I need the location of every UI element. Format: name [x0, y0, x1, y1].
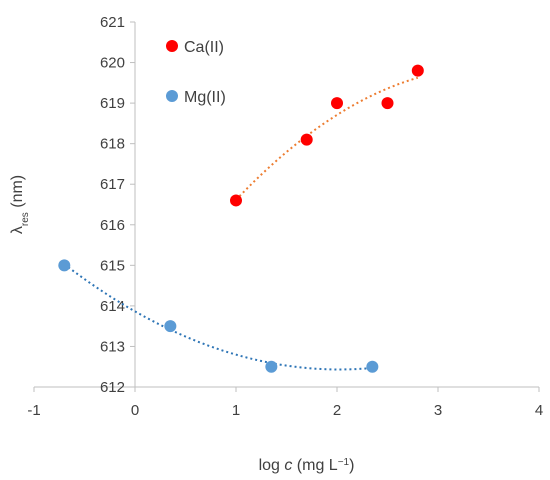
y-tick-label: 618 — [100, 136, 125, 153]
data-point-series-1 — [164, 320, 177, 333]
data-point-series-0 — [331, 97, 343, 110]
x-tick-label: 3 — [434, 402, 442, 419]
y-axis-title-units: (nm) — [9, 175, 26, 212]
data-point-series-0 — [300, 133, 313, 146]
legend-label-series-1: Mg(II) — [184, 89, 226, 106]
y-tick-label: 621 — [100, 14, 125, 31]
legend-label-series-0: Ca(II) — [184, 39, 224, 56]
data-point-series-0 — [230, 194, 242, 207]
y-tick-label: 619 — [100, 95, 125, 112]
trendline-series-1 — [63, 263, 373, 371]
x-tick-label: 4 — [535, 402, 543, 419]
y-axis-title-main: λ — [9, 226, 26, 234]
x-axis-title-prefix: log — [259, 457, 285, 474]
y-tick-label: 620 — [100, 55, 125, 72]
x-tick-label: 0 — [131, 402, 139, 419]
x-axis-title-units: (mg L — [292, 457, 337, 474]
y-tick-label: 614 — [100, 298, 125, 315]
axes: 612 613 614 615 616 617 618 619 620 621 -1 0 1 2 3 4 — [27, 14, 543, 419]
legend-marker-series-0 — [166, 40, 178, 52]
y-tick-label: 613 — [100, 338, 125, 355]
data-point-series-1 — [265, 360, 278, 373]
y-tick-label: 617 — [100, 176, 125, 193]
y-tick-label: 615 — [100, 257, 125, 274]
x-tick-label: -1 — [27, 402, 40, 419]
y-axis-title-sub: res — [20, 212, 31, 226]
x-axis-title-variable: c — [284, 457, 292, 474]
data-point-series-1 — [366, 360, 379, 373]
y-tick-label: 616 — [100, 217, 125, 234]
data-point-series-0 — [381, 97, 394, 110]
x-axis-title-sup: −1 — [338, 457, 350, 468]
data-point-series-1 — [58, 259, 71, 272]
x-axis-title: log c (mg L−1) — [259, 457, 355, 475]
data-points — [58, 64, 424, 373]
x-tick-label: 2 — [333, 402, 341, 419]
x-axis-title-suffix: ) — [349, 457, 354, 474]
y-tick-label: 612 — [100, 379, 125, 396]
trendlines — [63, 76, 419, 371]
data-point-series-0 — [411, 64, 424, 77]
legend-marker-series-1 — [166, 90, 178, 102]
y-axis-title: λres (nm) — [9, 175, 31, 234]
legend: Ca(II) Mg(II) — [166, 39, 226, 106]
trendline-series-0 — [235, 76, 419, 201]
x-tick-label: 1 — [232, 402, 240, 419]
